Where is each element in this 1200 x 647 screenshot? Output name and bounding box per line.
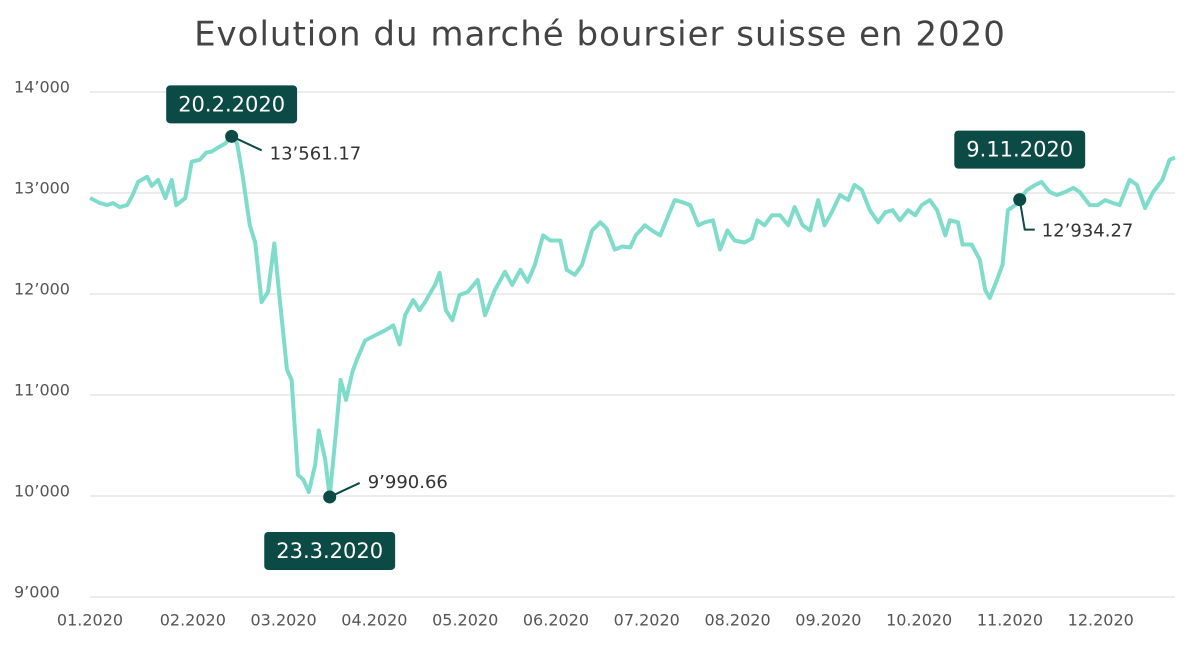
y-tick-label: 13’000 — [14, 179, 70, 198]
annotation-box — [264, 531, 396, 570]
x-tick-label: 10.2020 — [886, 611, 952, 630]
x-tick-label: 06.2020 — [523, 611, 589, 630]
leader-line — [1018, 199, 1035, 231]
annotation-marker — [225, 129, 239, 143]
annotation-box — [954, 130, 1086, 169]
y-tick-label: 9’000 — [14, 583, 60, 602]
y-tick-label: 11’000 — [14, 381, 70, 400]
x-tick-label: 08.2020 — [704, 611, 770, 630]
annotation-box — [166, 85, 298, 124]
x-tick-label: 07.2020 — [614, 611, 680, 630]
annotation-marker — [323, 490, 337, 504]
x-tick-label: 05.2020 — [432, 611, 498, 630]
annotation-value: 13’561.17 — [270, 143, 362, 164]
annotation-marker — [1013, 193, 1027, 207]
y-tick-label: 12’000 — [14, 280, 70, 299]
x-tick-label: 11.2020 — [977, 611, 1043, 630]
x-tick-label: 12.2020 — [1068, 611, 1134, 630]
chart-title: Evolution du marché boursier suisse en 2… — [194, 15, 1006, 55]
x-tick-label: 01.2020 — [57, 611, 123, 630]
annotation-date: 23.3.2020 — [276, 539, 383, 563]
annotation-date: 9.11.2020 — [966, 138, 1073, 162]
y-tick-label: 10’000 — [14, 482, 70, 501]
x-tick-label: 02.2020 — [160, 611, 226, 630]
x-tick-label: 04.2020 — [341, 611, 407, 630]
y-tick-label: 14’000 — [14, 78, 70, 97]
line-series — [89, 134, 1176, 499]
x-tick-label: 03.2020 — [251, 611, 317, 630]
annotation-date: 20.2.2020 — [178, 92, 285, 116]
annotation-value: 12’934.27 — [1042, 221, 1134, 242]
x-tick-label: 09.2020 — [795, 611, 861, 630]
annotation-value: 9’990.66 — [368, 472, 448, 493]
